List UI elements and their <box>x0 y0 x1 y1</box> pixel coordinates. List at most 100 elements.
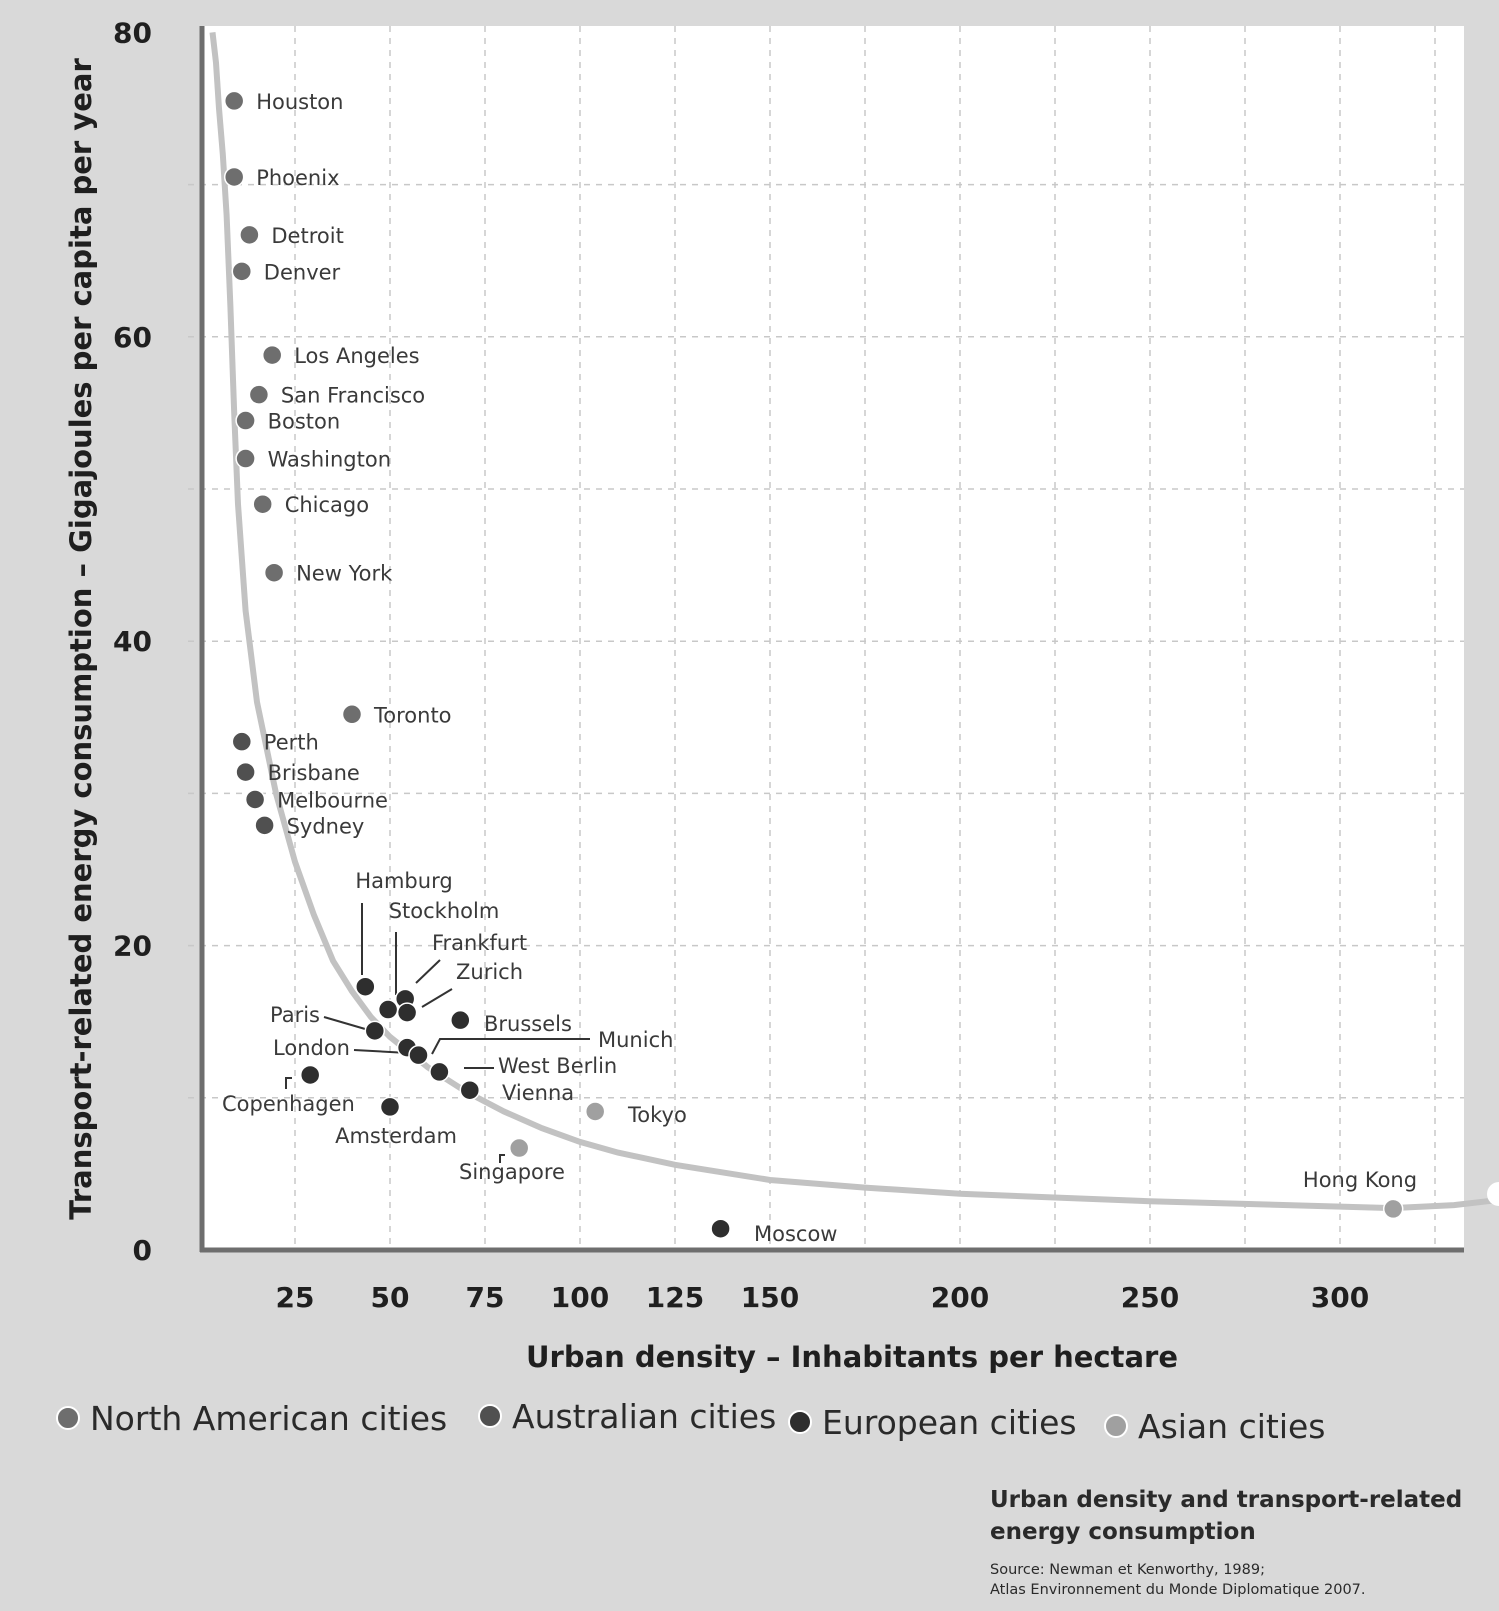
label-west-berlin: West Berlin <box>498 1054 617 1078</box>
point-perth <box>231 731 253 752</box>
point-munich <box>408 1044 429 1066</box>
leader-singapore <box>499 1154 505 1163</box>
point-stockholm <box>377 999 399 1020</box>
legend-label: Asian cities <box>1138 1407 1325 1446</box>
y-axis-title: Transport-related energy consumption – G… <box>64 58 98 1220</box>
label-chicago: Chicago <box>285 493 369 517</box>
label-boston: Boston <box>268 410 341 434</box>
point-brisbane <box>235 761 256 783</box>
point-sydney <box>254 815 275 836</box>
legend-label: European cities <box>822 1403 1077 1442</box>
label-moscow: Moscow <box>754 1222 837 1246</box>
point-singapore <box>508 1137 530 1159</box>
point-melbourne <box>244 789 266 810</box>
label-melbourne: Melbourne <box>277 788 388 812</box>
leader-munich <box>431 1038 590 1055</box>
label-brisbane: Brisbane <box>268 761 360 785</box>
point-houston <box>223 90 245 112</box>
legend-marker <box>788 1410 812 1434</box>
y-tick-label: 80 <box>113 16 152 49</box>
point-paris <box>364 1020 386 1042</box>
label-detroit: Detroit <box>271 224 343 248</box>
source-line: Atlas Environnement du Monde Diplomatiqu… <box>990 1582 1366 1598</box>
x-tick-label: 300 <box>1311 1281 1369 1314</box>
x-tick-label: 250 <box>1121 1281 1179 1314</box>
label-hong-kong: Hong Kong <box>1303 1168 1417 1192</box>
x-tick-label: 25 <box>276 1281 315 1314</box>
point-copenhagen <box>299 1064 321 1086</box>
label-denver: Denver <box>264 260 341 284</box>
point-los-angeles <box>261 344 283 366</box>
label-munich: Munich <box>598 1028 673 1052</box>
label-vienna: Vienna <box>502 1081 574 1105</box>
point-washington <box>235 448 256 469</box>
point-hamburg <box>355 976 376 997</box>
trend-curve-end-cap <box>1487 1182 1499 1206</box>
leader-copenhagen <box>285 1077 292 1089</box>
grid <box>188 26 1464 1252</box>
point-tokyo <box>584 1101 606 1122</box>
point-brussels <box>450 1009 471 1031</box>
info-block: Urban density and transport-related ener… <box>990 1484 1470 1600</box>
point-boston <box>235 410 256 431</box>
chart-title: Urban density and transport-related ener… <box>990 1487 1463 1545</box>
leader-frankfurt <box>415 959 441 984</box>
x-tick-label: 125 <box>646 1281 704 1314</box>
point-toronto <box>341 704 363 725</box>
leader-zurich <box>421 988 453 1008</box>
point-hong-kong <box>1382 1198 1404 1220</box>
x-axis-title: Urban density – Inhabitants per hectare <box>526 1340 1178 1374</box>
label-los-angeles: Los Angeles <box>294 344 419 368</box>
label-singapore: Singapore <box>459 1160 565 1184</box>
x-tick-label: 75 <box>466 1281 505 1314</box>
point-denver <box>231 261 253 282</box>
label-toronto: Toronto <box>373 703 452 727</box>
label-stockholm: Stockholm <box>389 899 500 923</box>
data-points <box>223 90 1404 1239</box>
point-san-francisco <box>248 384 270 405</box>
city-labels: Houston Phoenix Detroit Denver Los Angeles Sa… <box>222 90 1417 1246</box>
y-tick-label: 60 <box>113 321 152 354</box>
label-houston: Houston <box>256 90 343 114</box>
legend-marker <box>56 1406 80 1430</box>
point-vienna <box>459 1079 481 1101</box>
x-tick-labels: 25 50 75 100 125 150 200 250 300 <box>276 1281 1370 1314</box>
point-detroit <box>239 224 260 246</box>
point-phoenix <box>223 166 245 188</box>
x-tick-label: 100 <box>551 1281 609 1314</box>
label-london: London <box>273 1036 350 1060</box>
source-line: Source: Newman et Kenworthy, 1989; <box>990 1562 1265 1578</box>
label-copenhagen: Copenhagen <box>222 1092 355 1116</box>
label-frankfurt: Frankfurt <box>432 931 527 955</box>
point-chicago <box>252 493 273 515</box>
label-perth: Perth <box>264 731 319 755</box>
point-amsterdam <box>379 1096 401 1118</box>
x-tick-label: 50 <box>371 1281 410 1314</box>
label-paris: Paris <box>270 1003 320 1027</box>
y-tick-label: 20 <box>113 930 152 963</box>
label-amsterdam: Amsterdam <box>335 1124 457 1148</box>
point-zurich <box>396 1002 418 1023</box>
legend: North American cities Australian cities Eu… <box>56 1397 1325 1446</box>
label-washington: Washington <box>268 448 391 472</box>
y-tick-labels: 0 20 40 60 80 <box>113 16 152 1267</box>
point-new-york <box>263 562 285 583</box>
label-tokyo: Tokyo <box>627 1103 687 1127</box>
legend-label: North American cities <box>90 1399 447 1438</box>
point-moscow <box>710 1218 731 1239</box>
label-hamburg: Hamburg <box>355 869 452 893</box>
x-tick-label: 200 <box>931 1281 989 1314</box>
label-sydney: Sydney <box>287 814 365 838</box>
leader-paris <box>323 1016 373 1032</box>
label-phoenix: Phoenix <box>256 166 339 190</box>
x-tick-label: 150 <box>741 1281 799 1314</box>
legend-marker <box>478 1404 502 1428</box>
y-tick-label: 40 <box>113 625 152 658</box>
label-san-francisco: San Francisco <box>281 384 425 408</box>
label-zurich: Zurich <box>456 960 523 984</box>
legend-marker <box>1104 1414 1128 1438</box>
y-tick-label: 0 <box>133 1234 152 1267</box>
point-west-berlin <box>429 1061 450 1083</box>
